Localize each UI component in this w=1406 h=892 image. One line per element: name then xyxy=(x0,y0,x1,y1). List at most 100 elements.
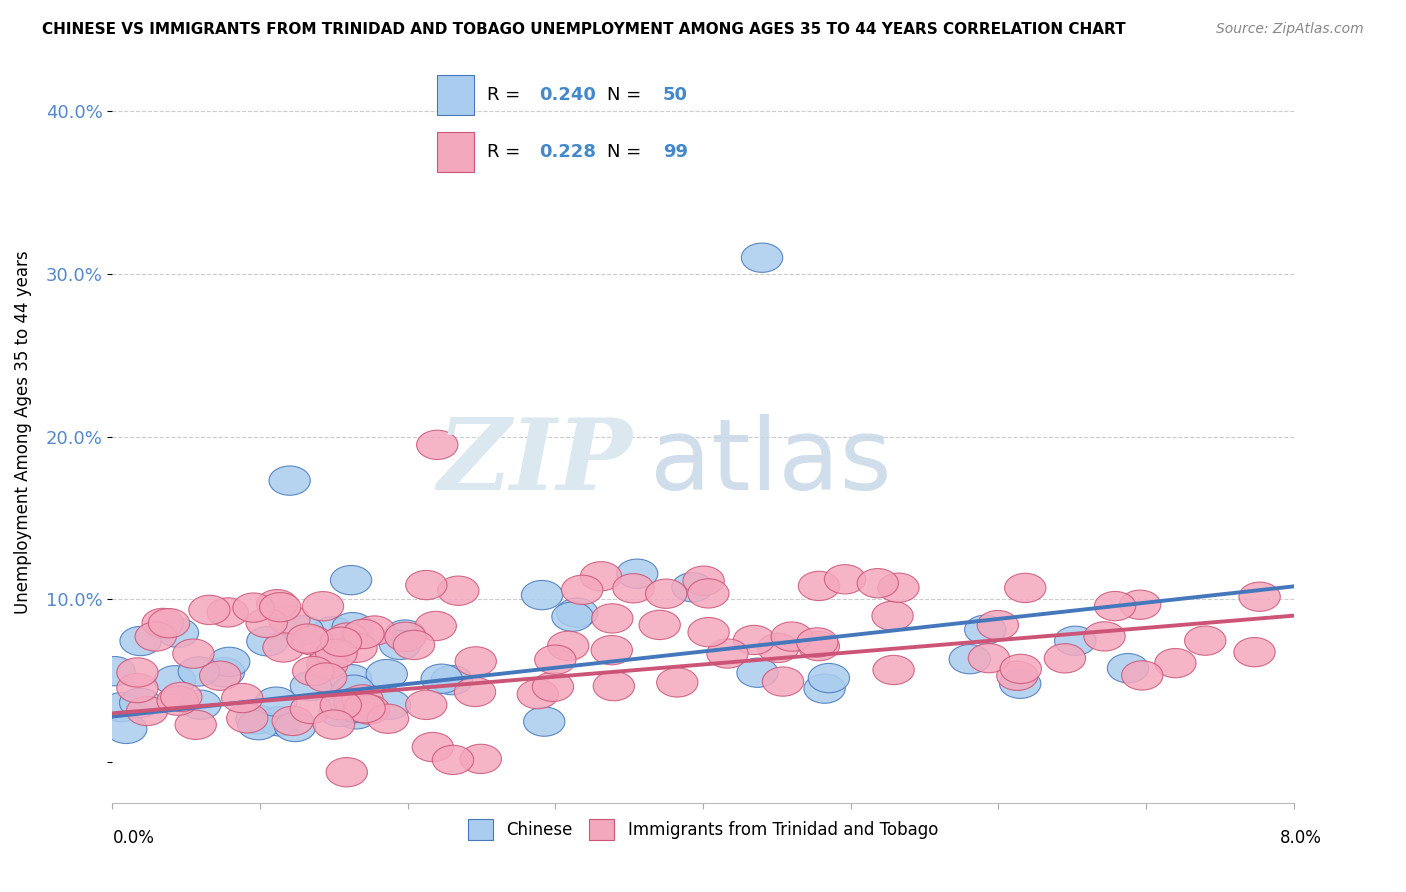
Ellipse shape xyxy=(117,657,157,687)
Ellipse shape xyxy=(799,632,839,661)
Ellipse shape xyxy=(523,707,565,736)
Ellipse shape xyxy=(330,665,371,694)
Text: 0.240: 0.240 xyxy=(540,86,596,103)
Ellipse shape xyxy=(593,672,634,701)
Ellipse shape xyxy=(135,622,176,651)
Ellipse shape xyxy=(333,688,375,717)
Ellipse shape xyxy=(551,602,593,632)
Ellipse shape xyxy=(321,627,361,657)
Ellipse shape xyxy=(1000,654,1042,683)
Ellipse shape xyxy=(385,622,426,651)
Ellipse shape xyxy=(328,623,368,652)
Ellipse shape xyxy=(321,690,361,720)
Ellipse shape xyxy=(149,608,190,638)
Ellipse shape xyxy=(432,746,474,774)
Ellipse shape xyxy=(384,620,426,649)
Ellipse shape xyxy=(613,574,654,603)
Ellipse shape xyxy=(117,673,157,703)
Y-axis label: Unemployment Among Ages 35 to 44 years: Unemployment Among Ages 35 to 44 years xyxy=(14,251,32,615)
Ellipse shape xyxy=(180,690,221,719)
Ellipse shape xyxy=(437,576,479,606)
Ellipse shape xyxy=(204,657,245,687)
Ellipse shape xyxy=(127,697,167,725)
Ellipse shape xyxy=(1084,622,1125,651)
Ellipse shape xyxy=(256,590,298,619)
Ellipse shape xyxy=(336,693,378,723)
Ellipse shape xyxy=(302,591,343,621)
Ellipse shape xyxy=(412,732,454,762)
Ellipse shape xyxy=(581,562,621,591)
Ellipse shape xyxy=(405,690,447,720)
Ellipse shape xyxy=(415,611,457,640)
Ellipse shape xyxy=(283,615,323,645)
Ellipse shape xyxy=(316,639,357,668)
Ellipse shape xyxy=(997,661,1038,690)
Ellipse shape xyxy=(949,645,990,673)
Ellipse shape xyxy=(645,579,686,608)
Ellipse shape xyxy=(688,579,728,608)
Ellipse shape xyxy=(287,624,328,653)
Ellipse shape xyxy=(333,675,374,705)
Ellipse shape xyxy=(370,690,411,719)
Text: Source: ZipAtlas.com: Source: ZipAtlas.com xyxy=(1216,22,1364,37)
Ellipse shape xyxy=(1185,626,1226,656)
Ellipse shape xyxy=(877,573,920,602)
Ellipse shape xyxy=(120,626,162,656)
Ellipse shape xyxy=(1045,644,1085,673)
Ellipse shape xyxy=(557,598,598,627)
Ellipse shape xyxy=(672,573,713,602)
Ellipse shape xyxy=(354,615,395,645)
Ellipse shape xyxy=(155,665,195,695)
Text: 0.228: 0.228 xyxy=(540,144,596,161)
Ellipse shape xyxy=(1004,574,1046,603)
Ellipse shape xyxy=(1154,648,1197,678)
Ellipse shape xyxy=(120,689,160,717)
Text: N =: N = xyxy=(607,144,647,161)
Text: 8.0%: 8.0% xyxy=(1279,829,1322,847)
Ellipse shape xyxy=(416,430,458,459)
Text: 50: 50 xyxy=(664,86,688,103)
Ellipse shape xyxy=(260,592,301,622)
Text: N =: N = xyxy=(607,86,647,103)
Text: 99: 99 xyxy=(664,144,688,161)
Ellipse shape xyxy=(808,664,849,693)
Ellipse shape xyxy=(977,610,1018,640)
Ellipse shape xyxy=(246,626,288,656)
Ellipse shape xyxy=(824,565,866,594)
Ellipse shape xyxy=(233,593,274,623)
Ellipse shape xyxy=(969,643,1010,673)
Text: R =: R = xyxy=(486,86,526,103)
Ellipse shape xyxy=(246,608,287,638)
Ellipse shape xyxy=(222,683,263,713)
Ellipse shape xyxy=(344,693,385,723)
Ellipse shape xyxy=(157,686,198,715)
Ellipse shape xyxy=(200,661,240,690)
Ellipse shape xyxy=(312,616,354,646)
Ellipse shape xyxy=(561,575,603,605)
Ellipse shape xyxy=(534,645,576,674)
Ellipse shape xyxy=(256,687,297,716)
Text: ZIP: ZIP xyxy=(437,414,633,510)
Ellipse shape xyxy=(263,632,304,662)
Ellipse shape xyxy=(770,622,813,651)
Text: CHINESE VS IMMIGRANTS FROM TRINIDAD AND TOBAGO UNEMPLOYMENT AMONG AGES 35 TO 44 : CHINESE VS IMMIGRANTS FROM TRINIDAD AND … xyxy=(42,22,1126,37)
Ellipse shape xyxy=(432,665,472,695)
Ellipse shape xyxy=(683,566,724,595)
Ellipse shape xyxy=(591,635,633,665)
Ellipse shape xyxy=(173,639,214,668)
Ellipse shape xyxy=(460,744,502,773)
Ellipse shape xyxy=(101,692,142,722)
Text: R =: R = xyxy=(486,144,526,161)
Ellipse shape xyxy=(271,706,314,736)
Ellipse shape xyxy=(179,657,219,686)
Legend: Chinese, Immigrants from Trinidad and Tobago: Chinese, Immigrants from Trinidad and To… xyxy=(461,813,945,847)
Ellipse shape xyxy=(207,598,249,627)
Ellipse shape xyxy=(319,698,360,726)
Ellipse shape xyxy=(517,680,558,709)
Ellipse shape xyxy=(238,711,278,739)
Ellipse shape xyxy=(762,667,804,697)
Ellipse shape xyxy=(1054,626,1095,656)
Ellipse shape xyxy=(292,657,333,686)
Ellipse shape xyxy=(314,710,354,739)
Ellipse shape xyxy=(858,568,898,598)
